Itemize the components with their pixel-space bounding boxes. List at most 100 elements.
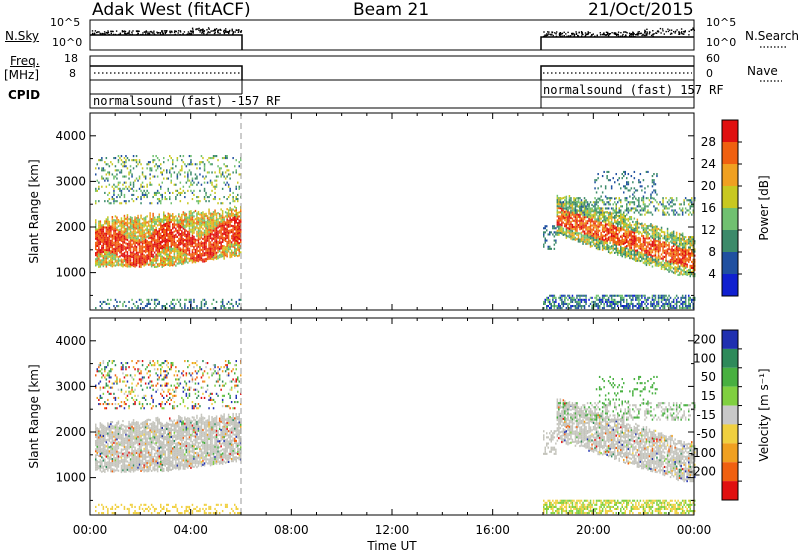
power-cell (609, 231, 611, 234)
power-cell (651, 185, 654, 188)
power-cell (606, 211, 608, 214)
power-cell (117, 247, 120, 250)
power-cell (591, 228, 593, 231)
power-cell (648, 251, 651, 254)
nsky-point (169, 31, 171, 33)
power-cell (95, 245, 97, 248)
power-cell (144, 232, 147, 235)
power-cell (149, 255, 151, 258)
power-cell (647, 237, 649, 240)
power-cell (105, 157, 108, 160)
power-cell (194, 173, 197, 176)
power-cell (577, 234, 580, 237)
power-cell (660, 228, 663, 231)
power-cell (235, 235, 237, 238)
power-cell (176, 177, 179, 180)
power-cell (191, 226, 194, 229)
power-cell (188, 229, 191, 232)
power-cell (237, 198, 239, 201)
power-cell (131, 251, 133, 254)
power-cell (570, 199, 572, 202)
power-cell (227, 223, 230, 226)
power-cell (129, 263, 132, 266)
power-cell (238, 161, 240, 164)
power-cell (178, 221, 180, 224)
power-cell (224, 252, 227, 255)
power-cell (153, 302, 156, 305)
power-cell (149, 220, 151, 223)
power-cell (612, 298, 614, 301)
power-cell (176, 217, 179, 220)
power-cell (205, 221, 207, 224)
power-cell (650, 211, 652, 214)
power-cell (644, 237, 646, 240)
power-cell (632, 241, 634, 244)
power-cell (594, 224, 596, 227)
power-cell (102, 248, 105, 251)
power-cell (96, 259, 98, 262)
power-cell (576, 221, 578, 224)
power-cell (229, 223, 231, 226)
power-cell (221, 212, 224, 215)
power-cell (193, 307, 195, 310)
power-cell (653, 173, 655, 176)
power-cell (208, 229, 210, 232)
power-cell (588, 217, 590, 220)
power-cell (226, 218, 228, 221)
nsky-point (128, 31, 130, 33)
power-cell (571, 305, 574, 308)
power-cell (606, 241, 608, 244)
power-cell (579, 213, 581, 216)
nsky-point (112, 30, 114, 33)
power-cell (232, 171, 234, 174)
power-cell (202, 254, 204, 257)
power-cell (620, 239, 622, 242)
power-cell (98, 228, 100, 231)
power-cell (632, 181, 634, 184)
power-cell (193, 237, 195, 240)
power-cell (209, 220, 212, 223)
power-cell (149, 242, 151, 245)
nsky-point (142, 34, 144, 36)
power-cell (577, 236, 580, 239)
power-cell (629, 305, 631, 308)
power-cell (600, 223, 602, 226)
power-cell (170, 302, 172, 305)
power-cell (636, 189, 639, 192)
nsky-point (614, 32, 617, 34)
power-cell (187, 171, 189, 174)
power-cell (215, 257, 218, 260)
power-cell (656, 235, 658, 238)
power-cell (197, 235, 200, 238)
power-cell (240, 251, 242, 254)
power-cell (199, 252, 201, 255)
power-cell (621, 294, 623, 297)
power-cell (146, 248, 148, 251)
power-cell (586, 226, 589, 229)
power-cell (190, 302, 192, 305)
power-cell (101, 234, 103, 237)
power-cell (235, 229, 237, 232)
power-cell (609, 241, 611, 244)
power-cell (215, 255, 218, 258)
power-cell (140, 231, 142, 234)
nsky-point (99, 33, 102, 36)
power-cell (197, 256, 200, 259)
power-cell (604, 248, 607, 251)
power-cell (209, 193, 212, 196)
power-cell (610, 232, 613, 235)
nsky-point (101, 33, 104, 36)
power-cell (600, 217, 602, 220)
nsky-label: N.Sky (5, 29, 40, 43)
power-cell (583, 294, 586, 297)
power-cell (642, 261, 645, 264)
power-cell (214, 248, 216, 251)
power-cell (132, 223, 135, 226)
power-cell (235, 185, 237, 188)
power-cell (573, 203, 575, 206)
power-cell (163, 260, 165, 263)
power-cell (598, 246, 601, 249)
power-cell (173, 248, 176, 251)
power-cell (592, 235, 595, 238)
power-cell (227, 219, 230, 222)
